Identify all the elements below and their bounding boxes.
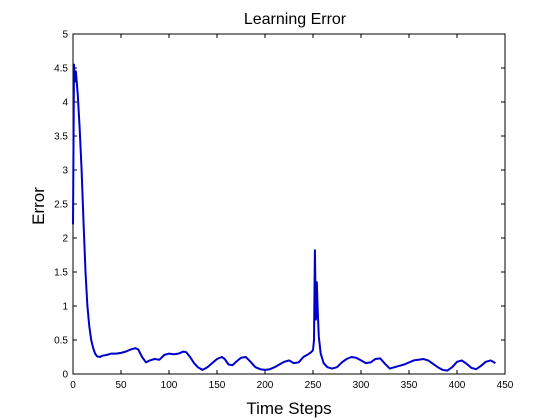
y-tick-label: 1 (62, 302, 68, 313)
x-tick-label: 200 (257, 380, 274, 391)
y-tick-label: 4.5 (54, 64, 68, 75)
x-tick-label: 250 (305, 380, 322, 391)
axis-ticks (72, 33, 506, 375)
x-tick-label: 300 (353, 380, 370, 391)
chart-title: Learning Error (244, 11, 347, 28)
x-tick-label: 450 (497, 380, 514, 391)
y-tick-label: 5 (62, 30, 68, 41)
tick-labels: 0 50 100 150 200 250 300 350 400 450 0 0.5 1 1.5 2 2.5 3… (54, 30, 514, 392)
x-axis-label: Time Steps (246, 399, 331, 418)
x-tick-label: 0 (70, 380, 76, 391)
x-tick-label: 150 (209, 380, 226, 391)
x-tick-label: 400 (449, 380, 466, 391)
x-tick-label: 50 (115, 380, 127, 391)
y-tick-label: 3.5 (54, 132, 68, 143)
y-tick-label: 3 (62, 166, 68, 177)
y-tick-label: 1.5 (54, 268, 68, 279)
y-tick-label: 2.5 (54, 200, 68, 211)
y-tick-label: 0.5 (54, 336, 68, 347)
y-tick-label: 4 (62, 98, 68, 109)
error-series-line (72, 63, 496, 372)
plot-area (72, 33, 506, 375)
y-tick-label: 0 (62, 370, 68, 381)
y-axis-label: Error (29, 187, 48, 225)
y-tick-label: 2 (62, 234, 68, 245)
x-tick-label: 100 (161, 380, 178, 391)
x-tick-label: 350 (401, 380, 418, 391)
